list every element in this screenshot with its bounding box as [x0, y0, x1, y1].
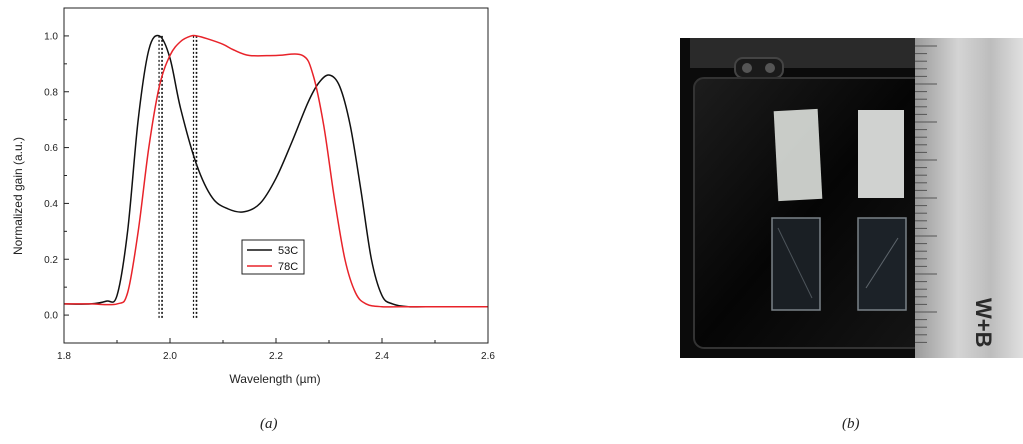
hinge-pin-left	[742, 63, 752, 73]
ruler-ticks	[915, 45, 937, 343]
x-tick-label: 2.2	[269, 351, 283, 362]
sample-clear-1	[773, 108, 823, 202]
y-tick-label: 0.0	[44, 311, 58, 322]
series-line-53c	[63, 34, 489, 308]
y-tick-label: 0.8	[44, 87, 58, 98]
sample-box-photo: W+B	[680, 38, 1023, 358]
y-tick-label: 0.4	[44, 199, 58, 210]
x-tick-label: 2.6	[481, 351, 495, 362]
caption-b: (b)	[842, 416, 860, 432]
y-tick-label: 1.0	[44, 31, 58, 42]
x-tick-label: 1.8	[57, 351, 71, 362]
series-line-78c	[63, 34, 489, 308]
plot-area	[63, 34, 489, 318]
box-lid	[690, 38, 915, 68]
y-axis-title: Normalized gain (a.u.)	[11, 137, 25, 255]
hinge-pin-right	[765, 63, 775, 73]
sample-reflection-1	[777, 227, 813, 299]
y-tick-label: 0.2	[44, 255, 58, 266]
caption-a: (a)	[260, 416, 278, 432]
sample-dark-2	[857, 217, 907, 311]
legend-label-53c: 53C	[278, 245, 298, 257]
x-tick-label: 2.4	[375, 351, 389, 362]
x-axis-title: Wavelength (µm)	[229, 372, 320, 386]
legend-box	[241, 239, 305, 275]
sample-reflection-2	[865, 237, 899, 289]
axes: 1.8 2.0 2.2 2.4 2.6 0.0 0.2 0.4 0.6 0.8 1.0	[44, 7, 495, 362]
ruler-brand-text: W+B	[971, 298, 996, 348]
x-tick-label: 2.0	[163, 351, 177, 362]
legend: 53C 78C	[241, 239, 305, 275]
y-tick-label: 0.6	[44, 143, 58, 154]
sample-clear-2	[858, 110, 904, 198]
legend-label-78c: 78C	[278, 261, 298, 273]
